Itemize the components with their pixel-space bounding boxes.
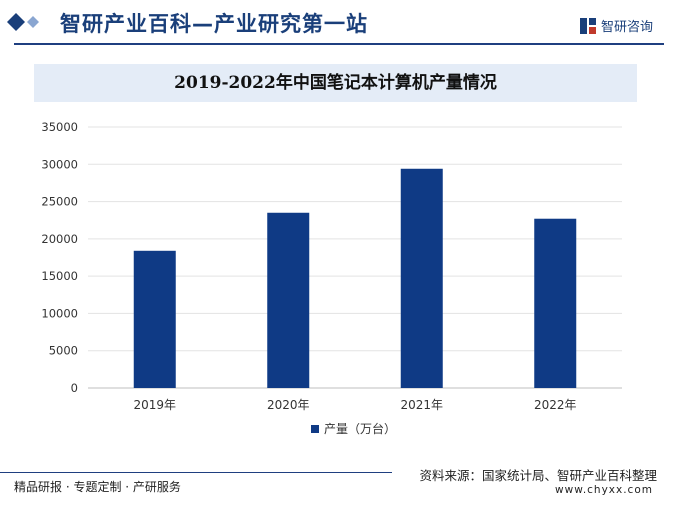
bar-chart: 0 5000 10000 15000 20000 25000 30000 35000 2019年… <box>41 120 622 436</box>
y-tick-label: 35000 <box>41 120 78 134</box>
y-tick-label: 25000 <box>41 195 78 209</box>
footer-services: 精品研报 · 专题定制 · 产研服务 <box>14 480 181 494</box>
bar <box>400 168 443 388</box>
y-tick-label: 30000 <box>41 157 78 171</box>
footer-divider <box>0 472 392 473</box>
chart-title: 2019-2022年中国笔记本计算机产量情况 <box>174 73 497 93</box>
header-title: 智研产业百科—产业研究第一站 <box>60 12 368 36</box>
y-tick-label: 5000 <box>49 344 78 358</box>
y-tick-label: 10000 <box>41 306 78 320</box>
chart-title-banner: 2019-2022年中国笔记本计算机产量情况 <box>34 64 637 102</box>
header-divider <box>14 43 664 45</box>
data-source: 资料来源：国家统计局、智研产业百科整理 <box>419 468 657 483</box>
brand-name: 智研咨询 <box>600 20 653 35</box>
bar <box>267 212 310 388</box>
y-tick-label: 15000 <box>41 269 78 283</box>
zhiyan-logo-icon <box>579 17 596 34</box>
footer-url: www.chyxx.com <box>555 484 653 496</box>
y-tick-label: 0 <box>71 381 78 395</box>
x-tick-label: 2021年 <box>400 398 443 412</box>
brand: 智研咨询 <box>579 16 653 35</box>
legend-label: 产量（万台） <box>324 421 396 436</box>
x-tick-label: 2020年 <box>267 398 310 412</box>
y-tick-label: 20000 <box>41 232 78 246</box>
bar <box>534 218 577 388</box>
x-tick-label: 2022年 <box>534 398 577 412</box>
diamond-decoration-icon <box>7 13 39 31</box>
header: 智研产业百科—产业研究第一站 智研咨询 <box>0 0 679 46</box>
x-tick-label: 2019年 <box>133 398 176 412</box>
bar <box>133 250 176 388</box>
legend-swatch <box>311 425 319 433</box>
